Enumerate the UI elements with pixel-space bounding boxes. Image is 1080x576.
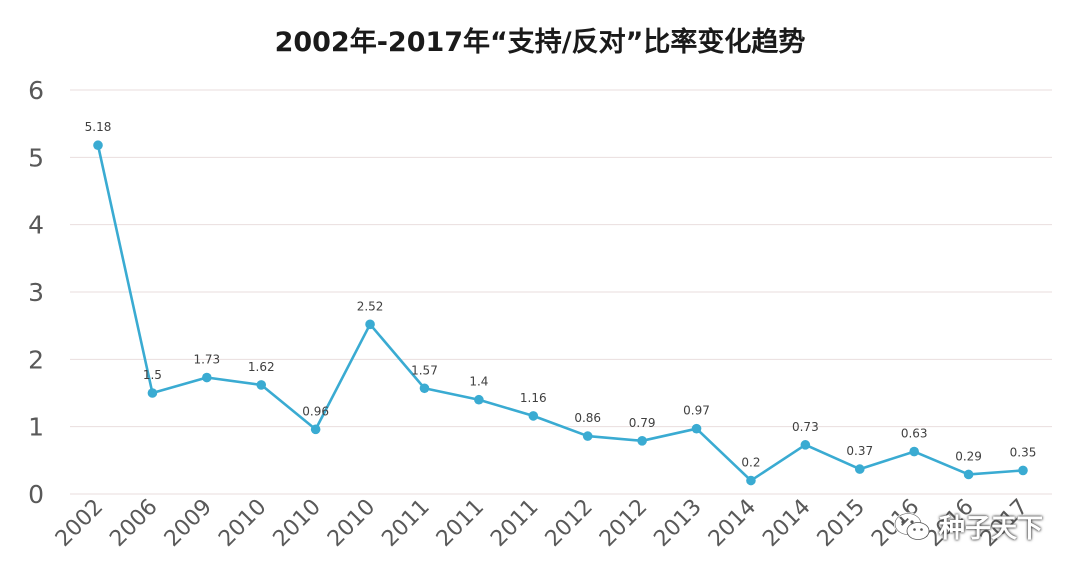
y-tick-label: 1 [28,413,44,442]
data-point [1018,465,1028,476]
data-label: 0.63 [901,427,928,441]
data-point [474,394,484,405]
y-tick-label: 5 [28,143,44,172]
data-label: 2.52 [357,299,384,313]
wechat-icon [893,511,930,540]
x-tick-label: 2010 [323,495,380,552]
data-label: 1.57 [411,363,438,377]
data-point [909,446,919,457]
data-label: 0.2 [741,456,760,470]
data-point [93,140,103,151]
data-point [637,436,647,446]
data-point [147,388,158,398]
y-tick-label: 4 [28,211,44,240]
data-point [365,319,375,330]
data-point [256,380,267,390]
data-label: 0.79 [629,416,656,430]
x-tick-label: 2011 [432,495,489,552]
data-label: 0.97 [683,404,710,418]
x-tick-label: 2015 [813,495,870,552]
data-point [963,469,974,480]
data-point [582,431,593,441]
y-tick-label: 3 [28,278,44,307]
x-tick-label: 2012 [595,495,652,552]
x-tick-label: 2011 [486,495,543,552]
y-tick-label: 6 [28,76,44,105]
x-tick-label: 2012 [541,495,598,552]
y-tick-label: 0 [28,480,44,509]
data-label: 1.16 [520,391,547,405]
x-tick-label: 2014 [704,495,761,552]
chart-title: 2002年-2017年“支持/反对”比率变化趋势 [274,27,806,58]
data-label: 1.73 [193,353,220,367]
x-tick-label: 2013 [649,495,706,552]
data-point [854,464,865,474]
data-point [419,383,430,394]
data-label: 0.29 [955,449,982,463]
data-point [528,411,539,421]
x-tick-label: 2009 [160,495,217,552]
data-label: 0.86 [574,411,601,425]
series-line [96,144,1024,482]
data-point [800,440,811,450]
x-tick-label: 2010 [269,495,326,552]
data-label: 0.35 [1010,445,1037,459]
data-point [746,475,756,486]
y-tick-label: 2 [28,345,44,374]
x-tick-label: 2002 [51,495,108,552]
x-tick-label: 2010 [214,495,271,552]
x-tick-label: 2014 [758,495,815,552]
data-label: 0.96 [302,404,329,418]
data-label: 1.4 [469,375,488,389]
data-point [691,423,702,434]
x-tick-label: 2011 [377,495,434,552]
x-tick-label: 2006 [105,495,162,552]
watermark-text: 种子天下 [939,514,1044,544]
watermark: 种子天下 [893,508,1043,545]
data-point [310,424,321,435]
data-label: 0.37 [846,444,873,458]
data-label: 0.73 [792,420,819,434]
data-label: 5.18 [85,120,112,134]
data-point [202,372,212,383]
data-label: 1.62 [248,360,275,374]
data-label: 1.5 [143,368,162,382]
